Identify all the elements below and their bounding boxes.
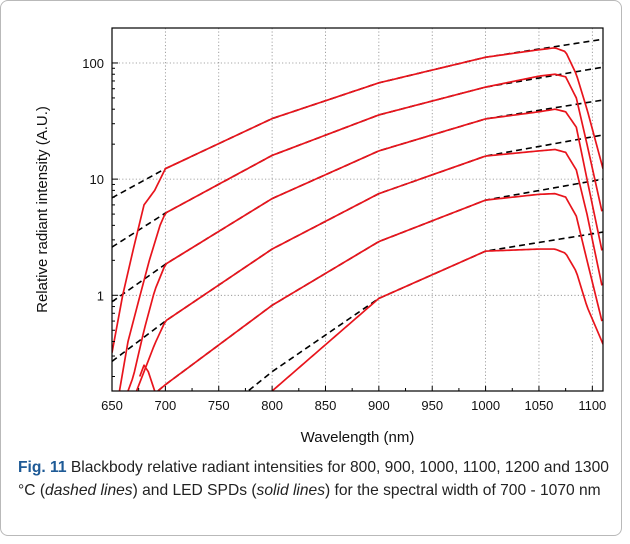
x-tick-label: 950	[421, 398, 443, 413]
caption-figure-label: Fig. 11	[18, 459, 67, 476]
caption-text-3: ) for the spectral width of 700 - 1070 n…	[325, 482, 601, 499]
x-tick-label: 800	[261, 398, 283, 413]
caption-dashed-term: dashed lines	[45, 482, 133, 499]
x-tick-label: 850	[315, 398, 337, 413]
caption-text-1: Blackbody relative radiant intensities f…	[18, 459, 609, 499]
led-spd-line	[271, 248, 603, 391]
led-spd-line	[138, 364, 156, 391]
x-tick-label: 650	[101, 398, 123, 413]
grid-lines	[112, 28, 603, 391]
blackbody-dashed-line	[156, 178, 603, 391]
blackbody-dashed-line	[112, 99, 603, 303]
x-tick-label: 1000	[471, 398, 500, 413]
blackbody-dashed-line	[246, 231, 603, 391]
plot-area-frame	[111, 27, 604, 392]
led-spd-line	[112, 47, 603, 353]
figure-frame	[0, 0, 622, 536]
x-axis-title: Wavelength (nm)	[301, 429, 415, 446]
led-spd-line	[118, 73, 603, 391]
blackbody-dashed-line	[112, 66, 603, 248]
series-lines	[112, 38, 603, 391]
x-tick-label: 1100	[578, 398, 606, 413]
x-tick-label: 700	[155, 398, 177, 413]
x-tick-label: 1050	[524, 398, 553, 413]
axis-ticks: 650 700 750 800 850 900 950 1000 1050 1100 1 10 100	[82, 56, 606, 413]
y-tick-label: 10	[90, 172, 104, 187]
x-tick-label: 900	[368, 398, 390, 413]
y-axis-title: Relative radiant intensity (A.U.)	[34, 106, 51, 313]
caption-solid-term: solid lines	[256, 482, 326, 499]
led-spd-line	[127, 108, 603, 391]
y-tick-label: 100	[82, 56, 104, 71]
blackbody-dashed-line	[112, 134, 603, 362]
y-tick-label: 1	[97, 288, 104, 303]
x-tick-label: 750	[208, 398, 230, 413]
caption-text-2: ) and LED SPDs (	[132, 482, 257, 499]
figure-caption: Fig. 11 Blackbody relative radiant inten…	[18, 456, 618, 502]
led-spd-line	[135, 148, 603, 391]
led-spd-line	[157, 192, 603, 391]
